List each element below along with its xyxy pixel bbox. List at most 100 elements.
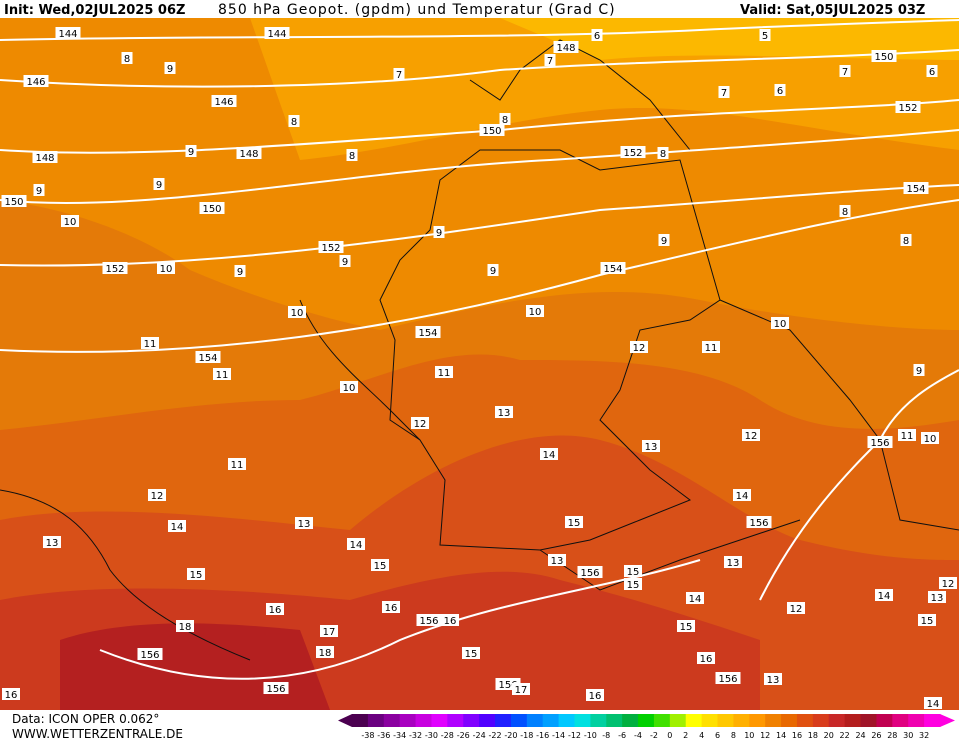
- isotherm-label: 8: [839, 205, 851, 218]
- isotherm-label-text: 9: [237, 267, 243, 278]
- contour-label-box: [548, 554, 566, 566]
- contour-label-text: 12: [942, 579, 955, 590]
- isotherm-label-box: [487, 264, 499, 276]
- contour-label-text: 17: [515, 685, 528, 696]
- contour-label-box: [168, 520, 186, 532]
- contour-label-box: [462, 647, 480, 659]
- contour-label-text: 156: [419, 616, 438, 627]
- isotherm-label: 8: [499, 113, 511, 126]
- contour-label: 146: [211, 95, 237, 108]
- contour-label-text: 12: [414, 419, 427, 430]
- contour-label-box: [23, 75, 49, 87]
- colorbar-bin: [622, 714, 639, 727]
- contour-label: 16: [586, 689, 604, 702]
- colorbar-tick-label: -26: [457, 731, 470, 740]
- colorbar-bin: [638, 714, 655, 727]
- contour-label-box: [55, 27, 81, 39]
- isotherm-label-box: [288, 115, 300, 127]
- contour-label-text: 18: [179, 622, 192, 633]
- contour-label-text: 154: [906, 184, 925, 195]
- colorbar-bin: [510, 714, 528, 727]
- contour-label-text: 156: [266, 684, 285, 695]
- contour-label: 156: [263, 682, 289, 695]
- contour-label-box: [540, 448, 558, 460]
- contour-label-box: [724, 556, 742, 568]
- colorbar-bin: [828, 714, 846, 727]
- contour-label-text: 156: [870, 438, 889, 449]
- contour-label: 12: [787, 602, 805, 615]
- contour-label-box: [771, 317, 789, 329]
- contour-label: 14: [875, 589, 893, 602]
- contour-label-box: [867, 436, 893, 448]
- site: WWW.WETTERZENTRALE.DE: [12, 727, 183, 741]
- isotherm-label: 9: [234, 265, 246, 278]
- colorbar-bin: [463, 714, 480, 727]
- isotherm-label-text: 7: [842, 67, 848, 78]
- contour-label-text: 10: [529, 307, 542, 318]
- contour-label: 15: [565, 516, 583, 529]
- colorbar-arrow-left: [338, 714, 352, 727]
- isotherm-label: 9: [339, 255, 351, 268]
- contour-label-box: [918, 614, 936, 626]
- contour-label-text: 13: [298, 519, 311, 530]
- contour-label-box: [137, 648, 163, 660]
- contour-label: 13: [642, 440, 660, 453]
- contour-label-text: 10: [160, 264, 173, 275]
- colorbar-bin: [383, 714, 401, 727]
- contour-label: 12: [630, 341, 648, 354]
- contour-label: 13: [43, 536, 61, 549]
- contour-label-text: 15: [568, 518, 581, 529]
- contour-label-box: [526, 305, 544, 317]
- isotherm-label-text: 9: [436, 228, 442, 239]
- colorbar-tick-label: -24: [473, 731, 486, 740]
- contour-label: 14: [733, 489, 751, 502]
- contour-label-box: [264, 27, 290, 39]
- contour-label-box: [411, 417, 429, 429]
- contour-label-box: [382, 601, 400, 613]
- colorbar-tick-label: -10: [584, 731, 597, 740]
- colorbar-bin: [876, 714, 893, 727]
- isotherm-label: 8: [288, 115, 300, 128]
- contour-label: 10: [340, 381, 358, 394]
- isotherm-label-text: 7: [547, 56, 553, 67]
- colorbar-bin: [796, 714, 814, 727]
- contour-label-text: 156: [580, 568, 599, 579]
- contour-label: 156: [867, 436, 893, 449]
- contour-label-text: 13: [767, 675, 780, 686]
- contour-label-text: 16: [589, 691, 602, 702]
- colorbar-tick-label: -18: [520, 731, 533, 740]
- contour-label-box: [32, 151, 58, 163]
- contour-label-text: 15: [627, 580, 640, 591]
- colorbar-bin: [558, 714, 575, 727]
- colorbar-tick-label: -32: [409, 731, 422, 740]
- contour-label-box: [211, 95, 237, 107]
- colorbar-bin: [431, 714, 448, 727]
- colorbar-bin: [749, 714, 766, 727]
- isotherm-label-text: 9: [156, 180, 162, 191]
- contour-label: 10: [921, 432, 939, 445]
- colorbar-bin: [669, 714, 687, 727]
- contour-label-box: [266, 603, 284, 615]
- contour-label-box: [213, 368, 231, 380]
- contour-label: 150: [1, 195, 27, 208]
- isotherm-label: 9: [153, 178, 165, 191]
- contour-label: 13: [495, 406, 513, 419]
- colorbar-bin: [526, 714, 544, 727]
- contour-label-text: 152: [105, 264, 124, 275]
- contour-label: 156: [577, 566, 603, 579]
- colorbar-bin: [653, 714, 671, 727]
- isotherm-label-box: [591, 29, 603, 41]
- colorbar-tick-label: 26: [871, 731, 881, 740]
- contour-label-text: 146: [26, 77, 45, 88]
- contour-label-box: [787, 602, 805, 614]
- contour-label: 18: [176, 620, 194, 633]
- contour-label: 9: [913, 364, 925, 377]
- colorbar-arrow-right: [940, 714, 955, 727]
- colorbar-tick-label: -8: [602, 731, 610, 740]
- contour-label-text: 16: [700, 654, 713, 665]
- borders: [0, 39, 959, 661]
- contour-label-text: 154: [603, 264, 622, 275]
- contour-label-text: 16: [385, 603, 398, 614]
- isotherm-label-text: 8: [660, 149, 666, 160]
